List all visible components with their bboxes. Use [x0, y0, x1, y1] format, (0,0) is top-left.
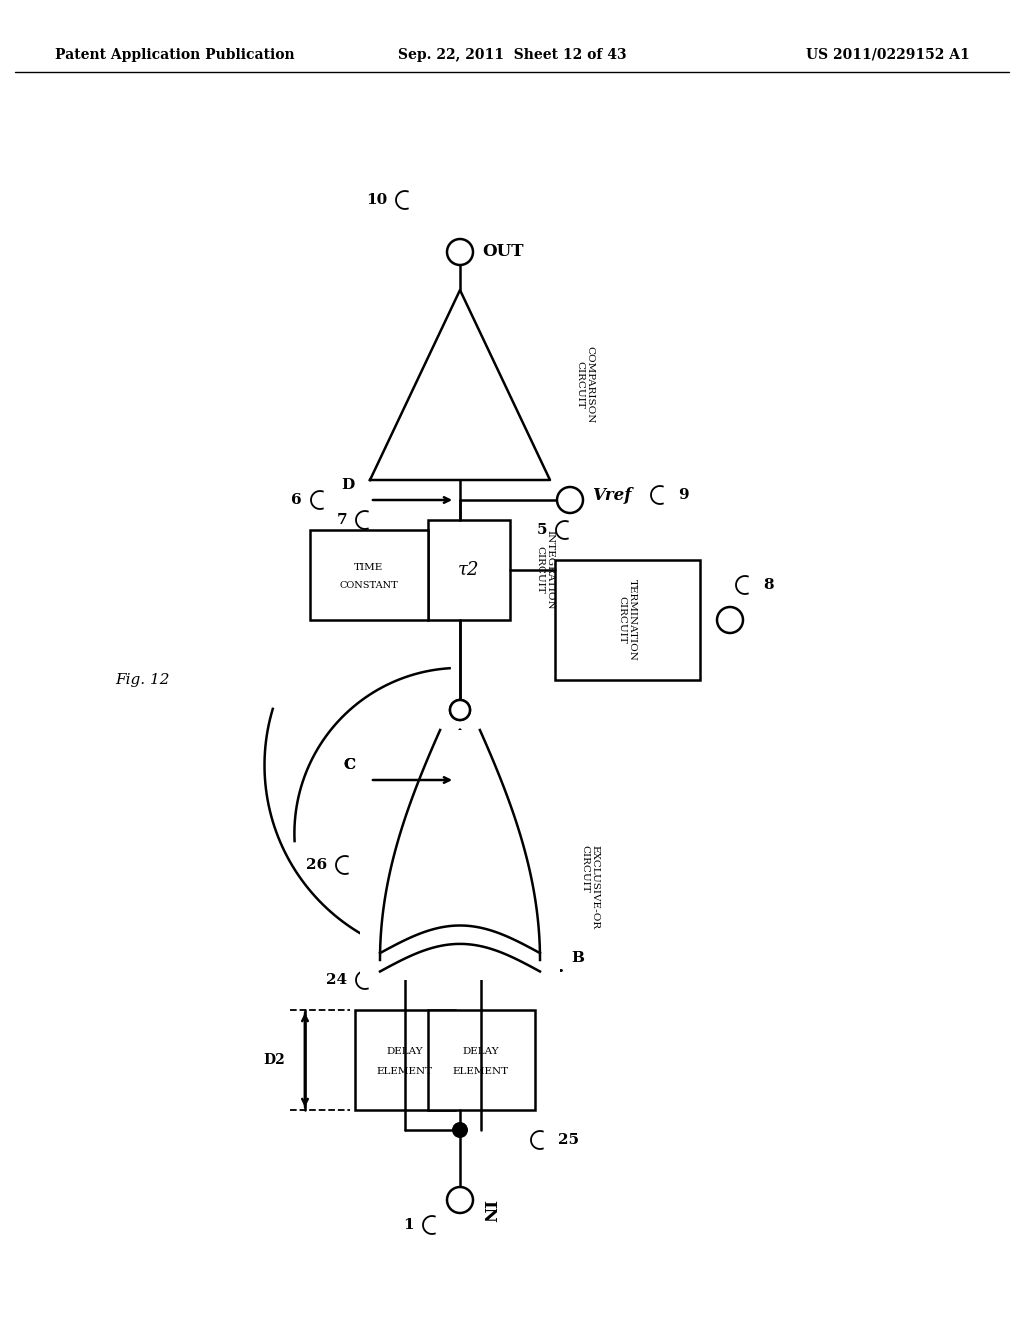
Text: Sep. 22, 2011  Sheet 12 of 43: Sep. 22, 2011 Sheet 12 of 43	[397, 48, 627, 62]
Text: 6: 6	[292, 492, 302, 507]
Text: C: C	[343, 758, 355, 772]
Text: DELAY: DELAY	[463, 1048, 500, 1056]
Text: A: A	[375, 950, 387, 965]
Text: 5: 5	[537, 523, 547, 537]
Bar	[555, 560, 700, 680]
Circle shape	[447, 239, 473, 265]
Text: 24: 24	[326, 973, 347, 987]
Text: IN: IN	[479, 1200, 497, 1222]
Text: 8: 8	[763, 578, 773, 591]
Bar	[360, 730, 560, 979]
Bar	[355, 1010, 455, 1110]
Text: TIME: TIME	[354, 562, 384, 572]
Text: COMPARISON
CIRCUIT: COMPARISON CIRCUIT	[575, 346, 595, 424]
Text: D: D	[342, 478, 355, 492]
Text: 7: 7	[336, 513, 347, 527]
Text: OUT: OUT	[482, 243, 523, 260]
Text: C: C	[343, 758, 355, 772]
Text: D2: D2	[263, 1053, 285, 1067]
Circle shape	[557, 487, 583, 513]
Bar	[428, 1010, 535, 1110]
Text: CONSTANT: CONSTANT	[340, 581, 398, 590]
Text: ELEMENT: ELEMENT	[377, 1068, 433, 1077]
Text: Fig. 12: Fig. 12	[115, 673, 170, 686]
Text: 25: 25	[558, 1133, 579, 1147]
Text: 10: 10	[366, 193, 387, 207]
Bar	[310, 531, 428, 620]
Text: US 2011/0229152 A1: US 2011/0229152 A1	[806, 48, 970, 62]
Text: B: B	[571, 950, 584, 965]
Text: 9: 9	[678, 488, 688, 502]
Text: TERMINATION
CIRCUIT: TERMINATION CIRCUIT	[617, 579, 637, 661]
Text: EXCLUSIVE-OR
CIRCUIT: EXCLUSIVE-OR CIRCUIT	[581, 845, 600, 929]
Text: 26: 26	[306, 858, 327, 873]
Text: Vref: Vref	[592, 487, 632, 503]
Bar	[428, 520, 510, 620]
Text: INTEGRATION
CIRCUIT: INTEGRATION CIRCUIT	[536, 531, 555, 610]
Circle shape	[717, 607, 743, 634]
Text: τ2: τ2	[459, 561, 480, 579]
Circle shape	[450, 700, 470, 719]
Circle shape	[452, 1122, 468, 1138]
Text: Patent Application Publication: Patent Application Publication	[55, 48, 295, 62]
Circle shape	[450, 700, 470, 719]
Text: DELAY: DELAY	[387, 1048, 423, 1056]
Text: ELEMENT: ELEMENT	[453, 1068, 509, 1077]
Circle shape	[447, 1187, 473, 1213]
Text: 1: 1	[403, 1218, 414, 1232]
